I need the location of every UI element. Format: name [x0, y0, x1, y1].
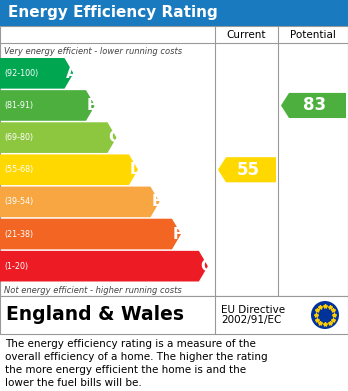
Text: (92-100): (92-100): [4, 69, 38, 78]
Text: (1-20): (1-20): [4, 262, 28, 271]
Polygon shape: [0, 58, 73, 89]
Polygon shape: [0, 187, 159, 217]
Text: 2002/91/EC: 2002/91/EC: [221, 315, 282, 325]
Text: Not energy efficient - higher running costs: Not energy efficient - higher running co…: [4, 286, 182, 295]
Text: 55: 55: [237, 161, 260, 179]
Text: EU Directive: EU Directive: [221, 305, 285, 315]
Text: overall efficiency of a home. The higher the rating: overall efficiency of a home. The higher…: [5, 352, 268, 362]
Bar: [0, 296, 348, 334]
Text: Energy Efficiency Rating: Energy Efficiency Rating: [8, 5, 218, 20]
Polygon shape: [281, 93, 346, 118]
Text: (39-54): (39-54): [4, 197, 33, 206]
Text: (55-68): (55-68): [4, 165, 33, 174]
Text: (21-38): (21-38): [4, 230, 33, 239]
Text: G: G: [200, 259, 212, 274]
Text: Current: Current: [227, 29, 266, 39]
Text: B: B: [87, 98, 98, 113]
Text: Potential: Potential: [290, 29, 336, 39]
Text: C: C: [109, 130, 120, 145]
Text: D: D: [130, 162, 143, 177]
Polygon shape: [0, 219, 181, 249]
Polygon shape: [0, 90, 95, 121]
Polygon shape: [0, 122, 117, 153]
Text: the more energy efficient the home is and the: the more energy efficient the home is an…: [5, 365, 246, 375]
Polygon shape: [0, 251, 208, 282]
Text: A: A: [65, 66, 77, 81]
Text: The energy efficiency rating is a measure of the: The energy efficiency rating is a measur…: [5, 339, 256, 349]
Text: Very energy efficient - lower running costs: Very energy efficient - lower running co…: [4, 47, 182, 56]
Text: F: F: [173, 226, 183, 242]
Text: 83: 83: [303, 97, 326, 115]
Text: lower the fuel bills will be.: lower the fuel bills will be.: [5, 378, 142, 388]
Polygon shape: [218, 157, 276, 182]
Text: (81-91): (81-91): [4, 101, 33, 110]
Text: E: E: [151, 194, 162, 210]
Text: (69-80): (69-80): [4, 133, 33, 142]
Bar: [0, 26, 348, 296]
Bar: [0, 0, 348, 26]
Polygon shape: [0, 154, 138, 185]
Text: England & Wales: England & Wales: [6, 305, 184, 325]
Circle shape: [311, 301, 339, 329]
